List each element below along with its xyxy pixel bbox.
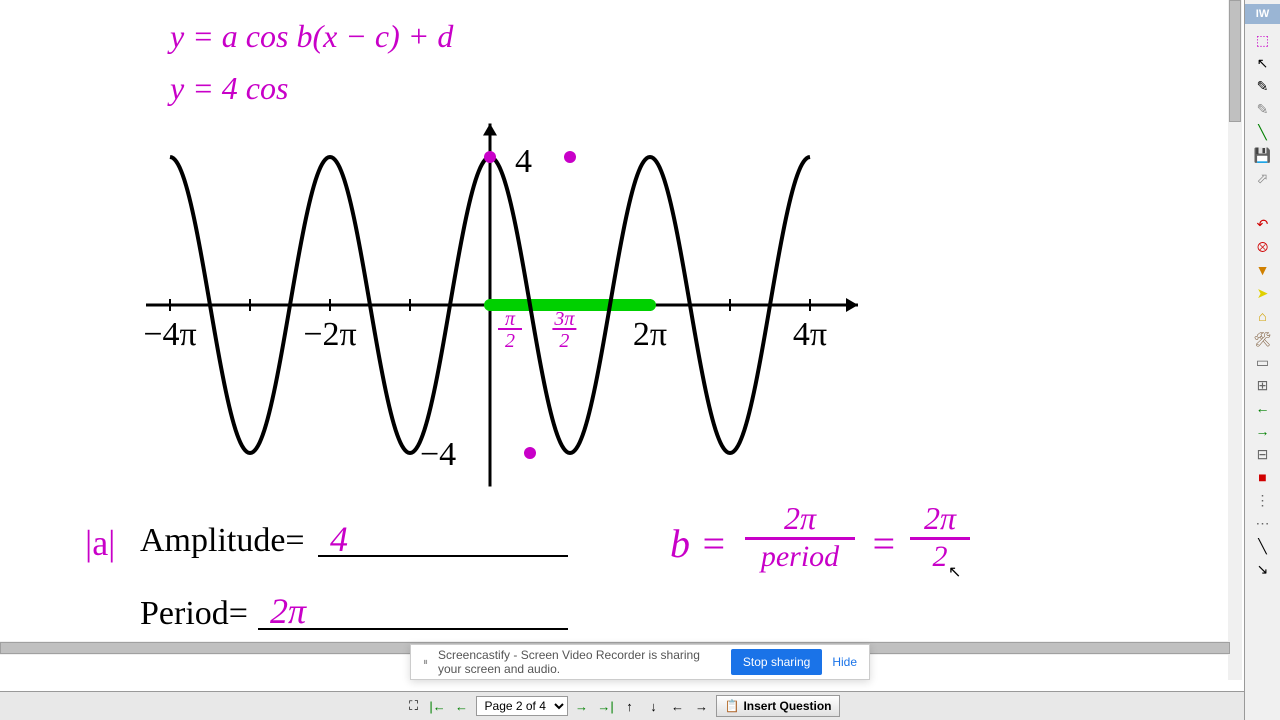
b-eq-sign: = <box>870 520 897 567</box>
delete-tool[interactable]: ⮾ <box>1252 236 1274 258</box>
home-tool[interactable]: ⌂ <box>1252 305 1274 327</box>
amplitude-label: Amplitude= <box>140 522 305 560</box>
svg-text:−4π: −4π <box>143 316 196 353</box>
undo-tool[interactable]: ↶ <box>1252 213 1274 235</box>
first-page-button[interactable]: |← <box>428 696 448 716</box>
whiteboard-canvas[interactable]: y = a cos b(x − c) + d y = 4 cos −4π−2π2… <box>0 0 1245 685</box>
line-tool[interactable]: ╲ <box>1252 121 1274 143</box>
svg-text:2: 2 <box>559 330 569 352</box>
svg-text:−2π: −2π <box>303 316 356 353</box>
stamp-tool[interactable]: ▼ <box>1252 259 1274 281</box>
b-frac1-den: period <box>745 540 855 574</box>
insert-question-button[interactable]: 📋 Insert Question <box>716 695 841 717</box>
last-page-button[interactable]: →| <box>596 696 616 716</box>
left-arrow-tool[interactable]: ← <box>1252 397 1274 419</box>
vertical-scrollbar[interactable] <box>1228 0 1242 680</box>
b-fraction-1: 2π period <box>745 500 855 574</box>
b-frac2-num: 2π <box>910 500 970 537</box>
formula-general: y = a cos b(x − c) + d <box>170 18 453 55</box>
svg-text:−4: −4 <box>420 436 456 473</box>
stop-sharing-button[interactable]: Stop sharing <box>731 649 822 675</box>
svg-text:π: π <box>505 308 516 330</box>
iw-tab[interactable]: IW <box>1245 4 1280 24</box>
prev-page-button[interactable]: ← <box>452 696 472 716</box>
formula-specific: y = 4 cos <box>170 70 288 107</box>
cosine-graph: −4π−2π2π4π4−4π23π2 <box>90 110 890 510</box>
amplitude-value: 4 <box>330 518 348 560</box>
amplitude-underline <box>318 555 568 557</box>
close-tool[interactable]: ■ <box>1252 466 1274 488</box>
svg-text:4: 4 <box>515 143 532 180</box>
selection-tool[interactable]: ⬚ <box>1252 29 1274 51</box>
calc-tool[interactable]: ⊟ <box>1252 443 1274 465</box>
save-tool[interactable]: 💾 <box>1252 144 1274 166</box>
screencast-notification: ⏸ Screencastify - Screen Video Recorder … <box>410 644 870 680</box>
svg-text:2π: 2π <box>633 316 667 353</box>
cursor-icon: ↖ <box>948 562 961 582</box>
period-underline <box>258 628 568 630</box>
draw-tool[interactable]: ╲ <box>1252 535 1274 557</box>
right-toolbar: IW ⬚↖✎✎╲💾⬀↶⮾▼➤⌂🛠▭⊞←→⊟■⋮⋯╲↘ <box>1244 0 1280 720</box>
pen-tool[interactable]: ✎ <box>1252 75 1274 97</box>
grid-tool[interactable]: ⊞ <box>1252 374 1274 396</box>
insert-question-icon: 📋 <box>725 699 740 713</box>
period-value: 2π <box>270 590 306 632</box>
down-button[interactable]: ↓ <box>644 696 664 716</box>
screencast-message: Screencastify - Screen Video Recorder is… <box>438 648 721 676</box>
svg-text:4π: 4π <box>793 316 827 353</box>
hide-button[interactable]: Hide <box>832 655 857 669</box>
tools-tool[interactable]: 🛠 <box>1252 328 1274 350</box>
page-select[interactable]: Page 2 of 4 <box>476 696 568 716</box>
cursor-tool[interactable]: ⬀ <box>1252 167 1274 189</box>
more-tool[interactable]: ⋯ <box>1252 512 1274 534</box>
options-tool[interactable]: ⋮ <box>1252 489 1274 511</box>
svg-text:2: 2 <box>505 330 515 352</box>
right-arrow-tool[interactable]: → <box>1252 420 1274 442</box>
fit-page-button[interactable]: ⛶ <box>404 696 424 716</box>
period-label: Period= <box>140 595 248 633</box>
arrow-tool[interactable]: ↖ <box>1252 52 1274 74</box>
b-frac1-num: 2π <box>745 500 855 537</box>
right-button[interactable]: → <box>692 696 712 716</box>
blank1[interactable] <box>1252 190 1274 212</box>
insert-question-label: Insert Question <box>743 699 831 713</box>
svg-text:3π: 3π <box>553 308 575 330</box>
abs-a-label: |a| <box>85 522 115 564</box>
arrow-down-tool[interactable]: ↘ <box>1252 558 1274 580</box>
next-page-button[interactable]: → <box>572 696 592 716</box>
up-button[interactable]: ↑ <box>620 696 640 716</box>
highlighter-tool[interactable]: ✎ <box>1252 98 1274 120</box>
pause-icon: ⏸ <box>423 657 428 668</box>
rect-tool[interactable]: ▭ <box>1252 351 1274 373</box>
b-equals: b = <box>670 520 727 567</box>
bottom-navigation-bar: ⛶ |← ← Page 2 of 4 → →| ↑ ↓ ← → 📋 Insert… <box>0 691 1244 720</box>
left-button[interactable]: ← <box>668 696 688 716</box>
pointer-tool[interactable]: ➤ <box>1252 282 1274 304</box>
